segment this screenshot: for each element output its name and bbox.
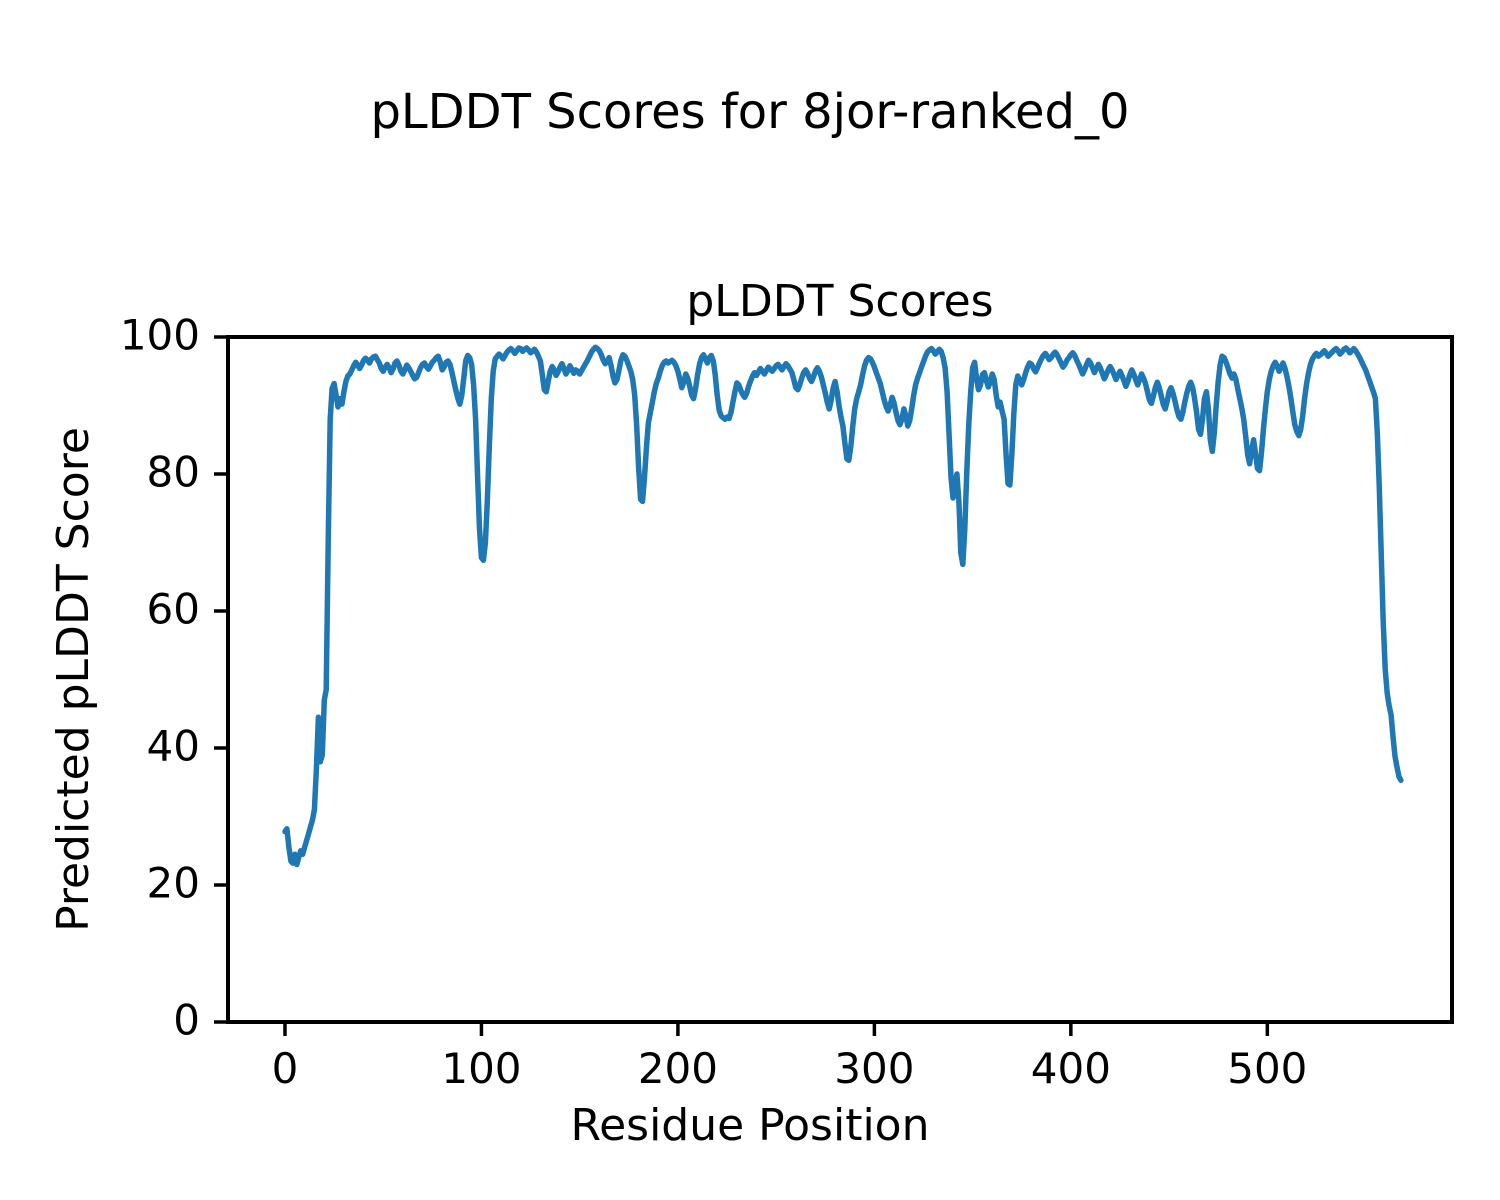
y-tick-label: 0	[173, 995, 200, 1045]
y-tick-label: 40	[146, 721, 200, 771]
x-tick-label: 400	[1030, 1044, 1111, 1093]
axes-title: pLDDT Scores	[686, 276, 994, 327]
x-axis-label: Residue Position	[570, 1100, 930, 1151]
x-tick-label: 100	[441, 1044, 522, 1093]
x-tick-label: 500	[1227, 1044, 1308, 1093]
y-tick-label: 100	[119, 310, 200, 360]
x-tick-label: 300	[834, 1044, 915, 1093]
plot-canvas	[214, 335, 1454, 1036]
y-axis-label: Predicted pLDDT Score	[48, 427, 99, 932]
figure-title: pLDDT Scores for 8jor-ranked_0	[370, 84, 1130, 140]
axes-spines	[226, 335, 1454, 1024]
y-tick-label: 60	[146, 584, 200, 634]
y-tick-label: 20	[146, 858, 200, 908]
x-tick-label: 0	[271, 1044, 299, 1093]
y-tick-label: 80	[146, 447, 200, 497]
plddt-line	[282, 344, 1404, 868]
x-tick-label: 200	[637, 1044, 718, 1093]
